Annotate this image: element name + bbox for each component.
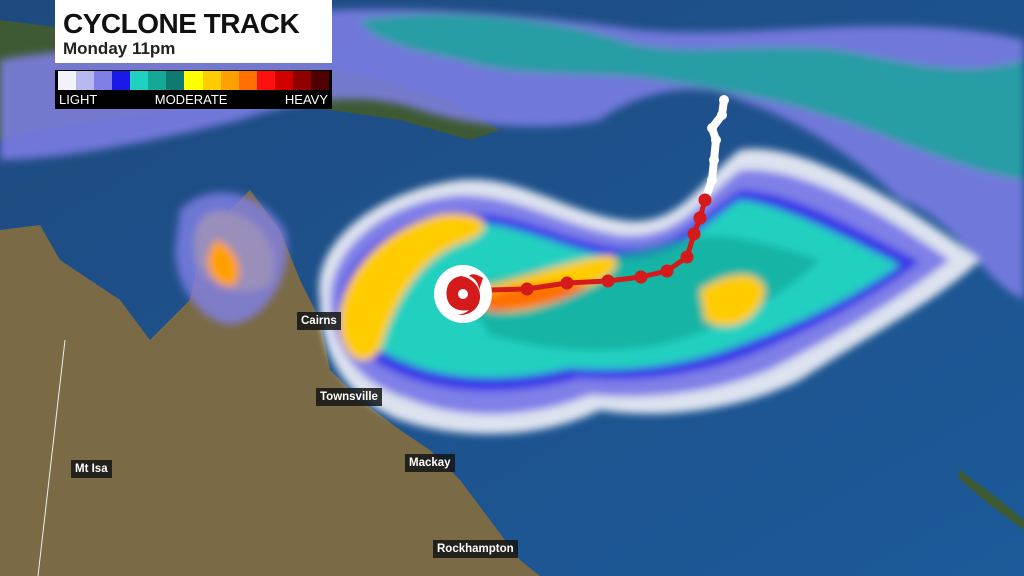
legend-swatch xyxy=(184,71,203,90)
forecast-track-point xyxy=(687,227,701,241)
legend-swatch xyxy=(130,71,149,90)
city-label-mackay: Mackay xyxy=(405,454,455,472)
legend-swatch xyxy=(292,71,311,90)
forecast-track-point xyxy=(634,270,648,284)
forecast-track-point xyxy=(520,282,534,296)
land-islands xyxy=(958,470,1024,530)
cyclone-icon xyxy=(434,265,492,323)
legend-swatch xyxy=(112,71,131,90)
legend-swatch xyxy=(76,71,95,90)
city-label-townsville: Townsville xyxy=(316,388,382,406)
border-line xyxy=(37,339,66,576)
legend-label-moderate: MODERATE xyxy=(154,92,228,107)
forecast-track-point xyxy=(698,193,712,207)
forecast-track-point xyxy=(660,264,674,278)
city-label-rockhampton: Rockhampton xyxy=(433,540,518,558)
city-label-cairns: Cairns xyxy=(297,312,341,330)
legend-label-heavy: HEAVY xyxy=(284,92,328,107)
cyclone-track xyxy=(489,95,729,296)
legend-label-light: LIGHT xyxy=(59,92,98,107)
title-panel: CYCLONE TRACK Monday 11pm xyxy=(55,0,332,63)
past-track-point xyxy=(709,155,719,165)
rainfall-legend: LIGHT MODERATE HEAVY xyxy=(55,70,332,109)
past-track-point xyxy=(719,95,729,105)
legend-swatch xyxy=(148,71,167,90)
forecast-track-point xyxy=(560,276,574,290)
forecast-track-point xyxy=(693,211,707,225)
legend-swatch xyxy=(58,71,77,90)
city-label-mt-isa: Mt Isa xyxy=(71,460,112,478)
past-track-point xyxy=(717,110,727,120)
legend-swatch xyxy=(310,71,329,90)
timestamp: Monday 11pm xyxy=(63,39,176,58)
past-track-point xyxy=(711,135,721,145)
legend-swatch xyxy=(202,71,221,90)
page-title: CYCLONE TRACK xyxy=(63,8,300,39)
legend-swatches xyxy=(58,71,329,90)
land-queensland xyxy=(0,190,540,576)
legend-swatch xyxy=(256,71,275,90)
past-track-point xyxy=(707,175,717,185)
past-track-point xyxy=(707,123,717,133)
legend-swatch xyxy=(94,71,113,90)
forecast-track-point xyxy=(601,274,615,288)
forecast-track-point xyxy=(680,250,694,264)
legend-swatch xyxy=(238,71,257,90)
forecast-track-line xyxy=(489,199,708,293)
legend-swatch xyxy=(220,71,239,90)
legend-swatch xyxy=(274,71,293,90)
legend-swatch xyxy=(166,71,185,90)
rain-layer xyxy=(0,9,1024,434)
